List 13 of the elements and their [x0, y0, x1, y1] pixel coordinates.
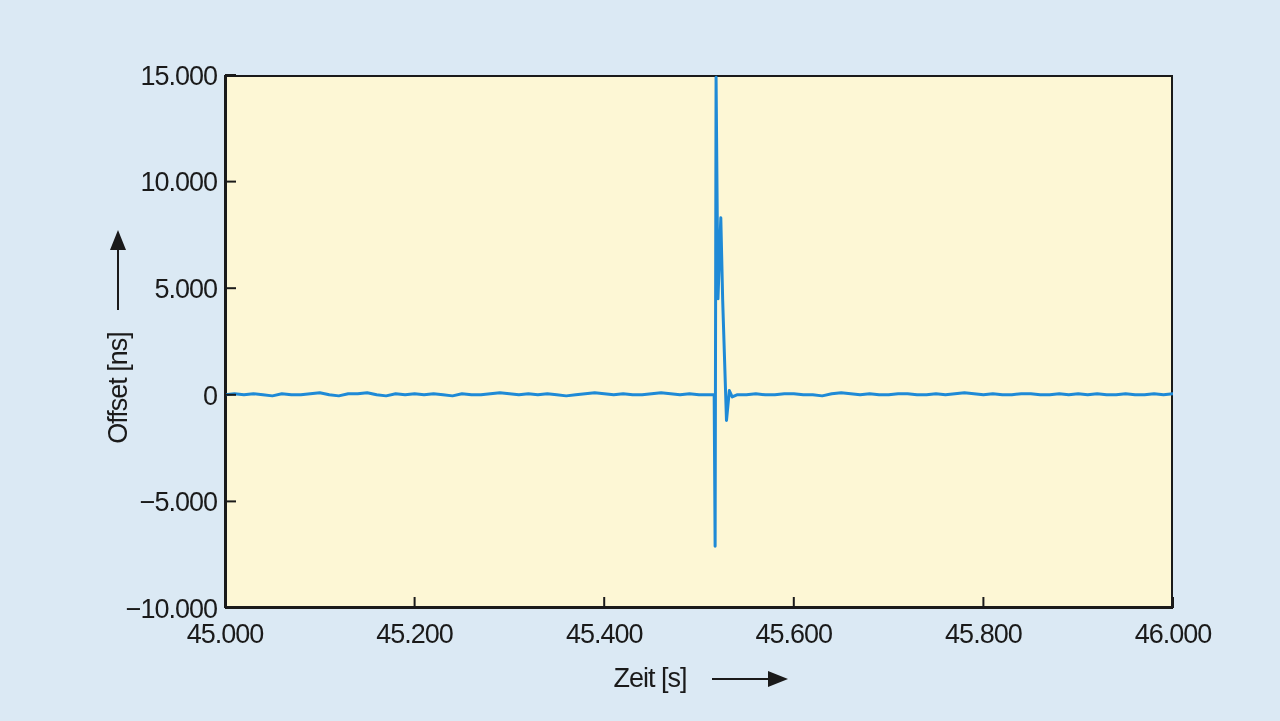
y-axis-title: Offset [ns]	[102, 331, 134, 446]
x-tick-label: 45.400	[565, 619, 643, 649]
y-tick-label: 0	[202, 380, 217, 411]
x-tick-label: 45.200	[376, 619, 453, 649]
y-tick-label: −5.000	[139, 487, 217, 518]
y-tick-label: 10.000	[140, 167, 217, 198]
x-tick-label: 45.600	[755, 619, 833, 649]
x-tick-label: 45.800	[945, 619, 1022, 649]
y-tick-label: 15.000	[140, 60, 217, 91]
line-series	[225, 75, 1173, 548]
x-tick-label: 46.000	[1134, 619, 1212, 649]
y-tick-label: 5.000	[154, 273, 217, 304]
x-axis-title: Zeit [s]	[612, 662, 688, 695]
